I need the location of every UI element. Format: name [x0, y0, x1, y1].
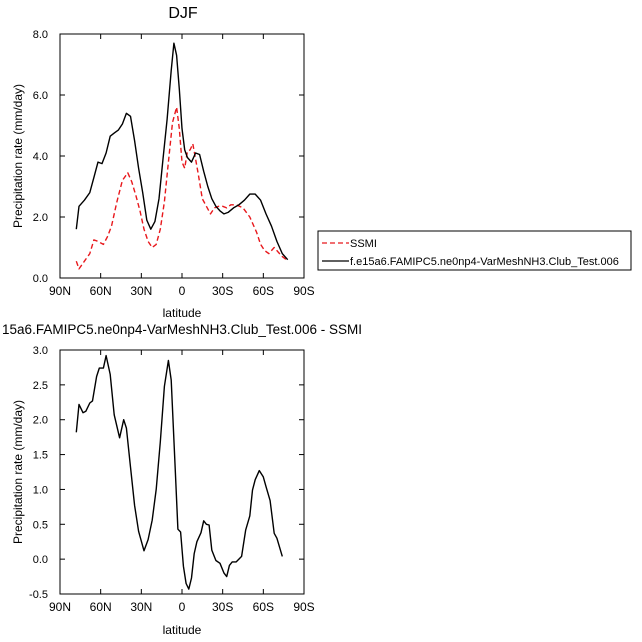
y-tick-label: 2.0 [33, 415, 48, 427]
series-line-difference [75, 354, 283, 590]
bottom-series-lines [75, 354, 283, 590]
y-tick-label: 0.0 [33, 273, 48, 285]
y-tick-label: 1.5 [33, 450, 48, 462]
y-tick-label: -0.5 [29, 589, 48, 601]
y-tick-label: 0.0 [33, 554, 48, 566]
x-tick-label: 60N [90, 284, 112, 298]
x-tick-label: 90S [293, 600, 314, 614]
series-line-ssmi [75, 106, 287, 270]
x-tick-label: 60S [253, 600, 274, 614]
bottom-panel: 15a6.FAMIPC5.ne0np4-VarMeshNH3.Club_Test… [2, 322, 362, 637]
x-tick-label: 60N [90, 600, 112, 614]
x-tick-label: 90N [49, 600, 71, 614]
top-panel: DJF 90N 60N 30N 0 30S 60S 90S 0.0 2.0 4.0 6.0 8.0 l… [11, 5, 632, 320]
y-tick-label: 8.0 [33, 29, 48, 41]
legend-label-model: f.e15a6.FAMIPC5.ne0np4-VarMeshNH3.Club_T… [350, 256, 619, 268]
top-ticks: 90N 60N 30N 0 30S 60S 90S 0.0 2.0 4.0 6.0 8.0 [33, 29, 315, 298]
x-tick-label: 30N [130, 284, 152, 298]
y-tick-label: 0.5 [33, 519, 48, 531]
bottom-y-axis-label: Precipitation rate (mm/day) [11, 400, 25, 544]
y-tick-label: 2.0 [33, 212, 48, 224]
series-line-model [75, 42, 289, 261]
y-tick-label: 1.0 [33, 484, 48, 496]
x-tick-label: 30S [212, 284, 233, 298]
y-tick-label: 2.5 [33, 380, 48, 392]
x-tick-label: 60S [253, 284, 274, 298]
bottom-ticks: 90N 60N 30N 0 30S 60S 90S -0.5 0.0 0.5 1.0 1.5 2.0 2.… [29, 345, 315, 614]
top-x-axis-label: latitude [163, 306, 202, 320]
x-tick-label: 90N [49, 284, 71, 298]
y-tick-label: 6.0 [33, 90, 48, 102]
x-tick-label: 90S [293, 284, 314, 298]
x-tick-label: 30S [212, 600, 233, 614]
y-tick-label: 4.0 [33, 151, 48, 163]
x-tick-label: 30N [130, 600, 152, 614]
top-series-lines [75, 42, 289, 270]
top-y-axis-label: Precipitation rate (mm/day) [11, 84, 25, 228]
bottom-x-axis-label: latitude [163, 623, 202, 637]
legend-box [317, 230, 632, 271]
y-tick-label: 3.0 [33, 345, 48, 357]
legend-label-ssmi: SSMI [350, 238, 377, 250]
top-chart-title: DJF [168, 5, 198, 22]
legend: SSMI f.e15a6.FAMIPC5.ne0np4-VarMeshNH3.C… [317, 230, 632, 271]
bottom-chart-title: 15a6.FAMIPC5.ne0np4-VarMeshNH3.Club_Test… [2, 322, 362, 337]
x-tick-label: 0 [179, 284, 186, 298]
x-tick-label: 0 [179, 600, 186, 614]
